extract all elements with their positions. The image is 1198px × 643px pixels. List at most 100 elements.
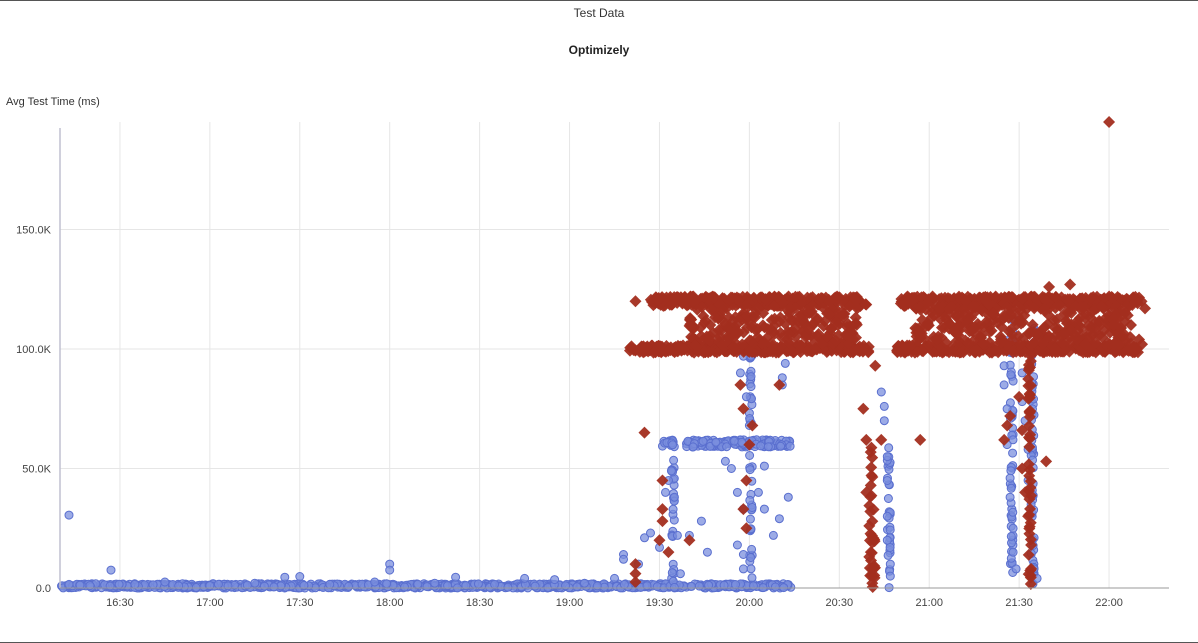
scatter-point bbox=[882, 452, 892, 462]
scatter-point bbox=[866, 451, 879, 464]
scatter-point bbox=[918, 321, 931, 334]
scatter-point bbox=[647, 346, 660, 359]
scatter-point bbox=[1027, 336, 1040, 349]
scatter-point bbox=[1006, 531, 1016, 541]
scatter-point bbox=[999, 361, 1009, 371]
scatter-point bbox=[761, 322, 774, 335]
scatter-point bbox=[753, 487, 763, 497]
scatter-point bbox=[610, 573, 619, 583]
scatter-point bbox=[931, 333, 944, 346]
scatter-point bbox=[1023, 419, 1036, 432]
y-axis-label: Avg Test Time (ms) bbox=[6, 96, 100, 108]
y-tick-label: 50.0K bbox=[22, 464, 51, 476]
scatter-point bbox=[1022, 548, 1035, 561]
scatter-point bbox=[629, 576, 642, 589]
scatter-point bbox=[1006, 483, 1016, 493]
scatter-point bbox=[1006, 333, 1019, 346]
scatter-point bbox=[451, 572, 461, 582]
scatter-point bbox=[820, 331, 833, 344]
scatter-point bbox=[1095, 300, 1108, 313]
scatter-point bbox=[882, 476, 892, 485]
scatter-point bbox=[1004, 409, 1017, 422]
scatter-point bbox=[669, 492, 679, 502]
scatter-point bbox=[975, 329, 988, 342]
scatter-point bbox=[344, 581, 354, 591]
scatter-point bbox=[625, 340, 638, 353]
scatter-point bbox=[1013, 390, 1026, 403]
scatter-point bbox=[825, 322, 838, 335]
scatter-point bbox=[1011, 564, 1021, 574]
scatter-point bbox=[490, 579, 500, 589]
scatter-point bbox=[843, 300, 856, 313]
scatter-point bbox=[550, 575, 560, 585]
scatter-point bbox=[1005, 492, 1015, 502]
scatter-point bbox=[737, 503, 750, 516]
scatter-point bbox=[1025, 562, 1038, 575]
scatter-point bbox=[75, 580, 85, 590]
scatter-point bbox=[1023, 410, 1036, 423]
scatter-point bbox=[759, 461, 769, 471]
scatter-point bbox=[884, 443, 894, 453]
scatter-point bbox=[859, 298, 872, 311]
x-tick-label: 21:30 bbox=[1005, 597, 1033, 609]
scatter-point bbox=[815, 291, 828, 304]
scatter-point bbox=[1106, 291, 1119, 304]
scatter-point bbox=[1006, 370, 1016, 380]
scatter-point bbox=[774, 514, 784, 524]
scatter-point bbox=[280, 572, 290, 582]
x-tick-label: 17:00 bbox=[196, 597, 224, 609]
scatter-point bbox=[1005, 323, 1018, 336]
scatter-point bbox=[977, 337, 990, 350]
scatter-point bbox=[1124, 319, 1137, 332]
scatter-point bbox=[729, 326, 742, 339]
scatter-point bbox=[696, 516, 706, 526]
scatter-point bbox=[1016, 462, 1029, 475]
scatter-point bbox=[731, 580, 740, 589]
scatter-point bbox=[745, 334, 758, 347]
scatter-point bbox=[1005, 473, 1015, 483]
scatter-point bbox=[665, 298, 678, 311]
scatter-point bbox=[876, 387, 886, 397]
x-tick-label: 18:30 bbox=[466, 597, 494, 609]
scatter-point bbox=[811, 329, 824, 342]
scatter-point bbox=[1043, 280, 1056, 293]
scatter-point bbox=[962, 336, 975, 349]
scatter-point bbox=[746, 419, 759, 432]
scatter-point bbox=[673, 340, 686, 353]
scatter-point bbox=[995, 320, 1008, 333]
scatter-point bbox=[520, 573, 530, 583]
scatter-point bbox=[1065, 306, 1078, 319]
scatter-point bbox=[863, 550, 876, 563]
scatter-point bbox=[640, 533, 649, 543]
scatter-point bbox=[911, 334, 924, 347]
scatter-point bbox=[750, 324, 763, 337]
scatter-point bbox=[1038, 302, 1051, 315]
scatter-point bbox=[856, 345, 869, 358]
scatter-point bbox=[295, 572, 305, 581]
scatter-point bbox=[747, 573, 757, 583]
scatter-point bbox=[741, 301, 754, 314]
scatter-point bbox=[685, 330, 698, 343]
chart-title: Test Data bbox=[573, 6, 625, 20]
scatter-point bbox=[1040, 455, 1053, 468]
scatter-point bbox=[698, 436, 708, 446]
scatter-point bbox=[732, 487, 742, 497]
scatter-point bbox=[1051, 313, 1064, 326]
scatter-point bbox=[943, 302, 956, 315]
scatter-point bbox=[925, 311, 938, 324]
scatter-point bbox=[683, 534, 696, 547]
scatter-point bbox=[758, 336, 771, 349]
scatter-point bbox=[720, 456, 730, 466]
scatter-point bbox=[130, 579, 140, 589]
scatter-point bbox=[866, 577, 879, 590]
x-tick-label: 16:30 bbox=[106, 597, 134, 609]
scatter-point bbox=[885, 525, 895, 535]
scatter-point bbox=[839, 328, 852, 341]
scatter-point bbox=[1008, 547, 1018, 557]
scatter-point bbox=[774, 326, 787, 339]
scatter-point bbox=[160, 577, 170, 587]
scatter-point bbox=[1014, 338, 1027, 351]
scatter-point bbox=[955, 346, 968, 359]
scatter-point bbox=[711, 437, 721, 447]
scatter-point bbox=[865, 469, 878, 482]
